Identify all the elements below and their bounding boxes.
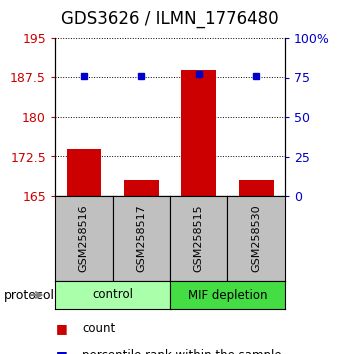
Text: protocol: protocol bbox=[3, 289, 54, 302]
Bar bbox=[124, 180, 158, 196]
Text: GSM258517: GSM258517 bbox=[136, 205, 146, 272]
Text: ■: ■ bbox=[56, 322, 68, 336]
Text: MIF depletion: MIF depletion bbox=[188, 289, 267, 302]
Text: GSM258530: GSM258530 bbox=[251, 205, 261, 272]
Text: GSM258515: GSM258515 bbox=[194, 205, 204, 272]
Bar bbox=[239, 180, 273, 196]
Text: GDS3626 / ILMN_1776480: GDS3626 / ILMN_1776480 bbox=[61, 10, 279, 28]
Text: ■: ■ bbox=[56, 349, 68, 354]
Text: control: control bbox=[92, 289, 133, 302]
Text: percentile rank within the sample: percentile rank within the sample bbox=[82, 349, 282, 354]
Bar bbox=[67, 149, 101, 196]
Bar bbox=[182, 70, 216, 196]
Text: GSM258516: GSM258516 bbox=[79, 205, 89, 272]
Text: count: count bbox=[82, 322, 116, 336]
